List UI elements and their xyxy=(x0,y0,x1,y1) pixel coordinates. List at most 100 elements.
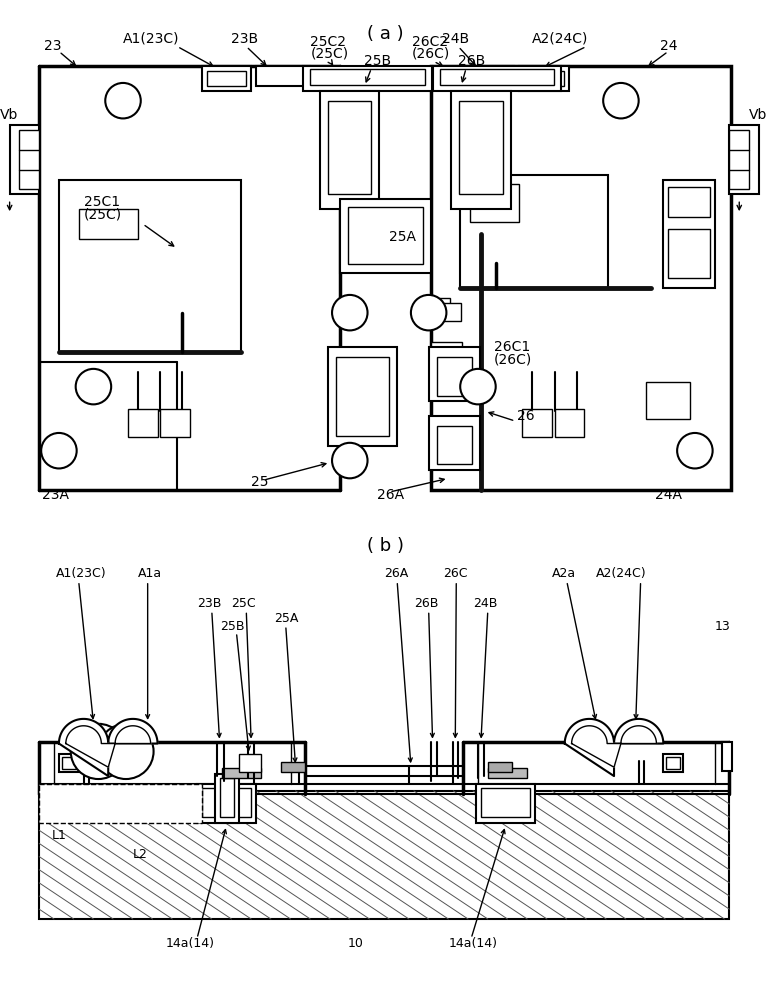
Text: 13: 13 xyxy=(715,620,730,633)
Bar xyxy=(336,357,389,436)
Polygon shape xyxy=(571,726,656,767)
Bar xyxy=(723,742,733,771)
Bar xyxy=(79,209,138,239)
Bar xyxy=(281,762,306,772)
Text: 26A: 26A xyxy=(384,567,408,580)
Bar xyxy=(663,180,715,288)
Circle shape xyxy=(98,724,154,779)
Bar xyxy=(488,762,513,772)
Bar xyxy=(476,784,535,823)
Bar xyxy=(488,768,527,778)
Text: 24B: 24B xyxy=(473,597,497,610)
Bar xyxy=(197,784,256,823)
Bar xyxy=(436,357,472,396)
Text: 25A: 25A xyxy=(274,612,298,625)
Circle shape xyxy=(677,433,713,468)
Text: 26A: 26A xyxy=(378,488,405,502)
Text: 14a(14): 14a(14) xyxy=(449,937,497,950)
Bar xyxy=(128,409,157,437)
Text: L2: L2 xyxy=(133,848,147,861)
Bar xyxy=(9,125,39,194)
Text: ( a ): ( a ) xyxy=(367,25,404,43)
Text: 26C1: 26C1 xyxy=(494,340,530,354)
Bar xyxy=(431,342,462,374)
Bar xyxy=(62,757,76,769)
Bar xyxy=(256,66,310,86)
Text: A2(24C): A2(24C) xyxy=(532,32,588,46)
Text: 26B: 26B xyxy=(459,54,486,68)
Bar xyxy=(730,125,759,194)
Bar xyxy=(431,66,731,490)
Text: A1(23C): A1(23C) xyxy=(56,567,107,580)
Bar xyxy=(428,416,480,470)
Text: (25C): (25C) xyxy=(83,207,122,221)
Text: 26C: 26C xyxy=(443,567,468,580)
Bar xyxy=(428,347,480,401)
Text: 25A: 25A xyxy=(389,230,416,244)
Text: 23: 23 xyxy=(44,39,62,53)
Bar xyxy=(39,784,202,823)
Bar xyxy=(523,409,552,437)
Bar xyxy=(207,71,246,86)
Text: 24: 24 xyxy=(660,39,678,53)
Text: 23B: 23B xyxy=(197,597,222,610)
Bar xyxy=(555,409,584,437)
Circle shape xyxy=(105,83,141,118)
Bar xyxy=(215,774,239,823)
Bar xyxy=(161,409,190,437)
Bar xyxy=(438,298,450,318)
Bar xyxy=(459,101,503,194)
Bar xyxy=(220,778,235,817)
Text: 25B: 25B xyxy=(364,54,391,68)
Bar xyxy=(202,788,251,817)
Text: ( b ): ( b ) xyxy=(367,537,404,555)
Bar xyxy=(303,66,432,91)
Text: A1(23C): A1(23C) xyxy=(123,32,180,46)
Circle shape xyxy=(411,295,446,330)
Text: A2a: A2a xyxy=(552,567,576,580)
Bar xyxy=(19,130,39,189)
Circle shape xyxy=(332,295,367,330)
Text: 25: 25 xyxy=(251,475,269,489)
Circle shape xyxy=(71,724,126,779)
Text: 23A: 23A xyxy=(42,488,69,502)
Bar xyxy=(328,347,397,446)
Polygon shape xyxy=(565,719,663,776)
Text: 25C: 25C xyxy=(232,597,256,610)
Text: 25C2: 25C2 xyxy=(310,35,347,49)
Polygon shape xyxy=(59,719,157,776)
Text: A2(24C): A2(24C) xyxy=(596,567,647,580)
Text: A1a: A1a xyxy=(138,567,162,580)
Bar xyxy=(340,199,431,273)
Bar xyxy=(645,382,690,419)
Bar xyxy=(432,66,560,91)
Circle shape xyxy=(76,369,111,404)
Circle shape xyxy=(41,433,76,468)
Bar xyxy=(460,175,608,288)
Circle shape xyxy=(332,443,367,478)
Bar xyxy=(439,69,554,85)
Bar xyxy=(663,754,683,772)
Bar xyxy=(59,180,242,352)
Circle shape xyxy=(603,83,638,118)
Bar xyxy=(460,66,514,86)
Bar xyxy=(202,66,251,91)
Text: Vb: Vb xyxy=(749,108,767,122)
Bar xyxy=(666,757,680,769)
Bar xyxy=(436,426,472,464)
Bar xyxy=(520,66,569,91)
Text: 23B: 23B xyxy=(232,32,259,46)
Text: Vb: Vb xyxy=(0,108,19,122)
Text: 10: 10 xyxy=(348,937,364,950)
Text: (25C): (25C) xyxy=(310,46,348,60)
Bar xyxy=(348,207,423,264)
Text: 24B: 24B xyxy=(442,32,469,46)
Text: 26: 26 xyxy=(517,409,535,423)
Bar xyxy=(59,754,79,772)
Bar xyxy=(470,184,520,222)
Bar xyxy=(524,71,564,86)
Bar xyxy=(481,788,530,817)
Circle shape xyxy=(460,369,496,404)
Bar xyxy=(328,101,371,194)
Bar xyxy=(452,91,510,209)
